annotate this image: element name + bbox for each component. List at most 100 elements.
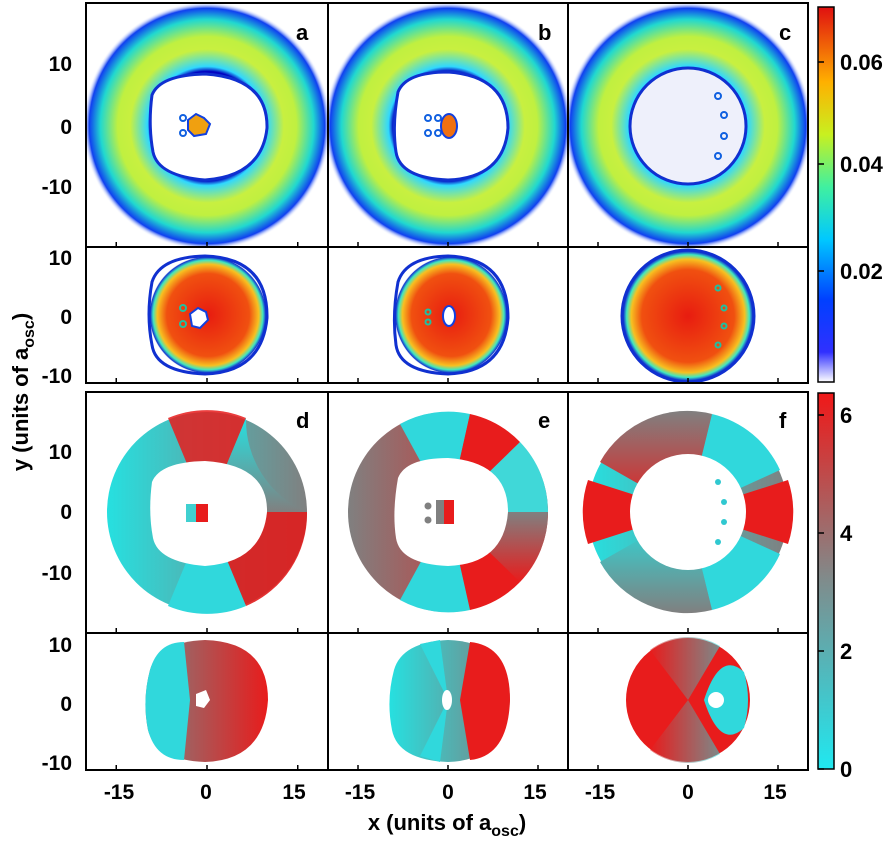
vortex [721,499,727,505]
panel-label-e: e [538,408,550,433]
vortex [424,502,432,510]
y-tick-label: 10 [49,441,72,464]
phase-core [186,504,196,522]
x-tick-label: -15 [104,781,135,804]
x-tick-label: 15 [763,781,787,804]
panel-label-d: d [296,408,309,433]
density-core-cloud [147,254,269,376]
y-tick-label: 10 [49,53,72,76]
vortex [721,519,727,525]
panel-label-b: b [538,20,551,45]
panel-c-density-core [620,248,756,383]
x-tick-label: -15 [345,781,376,804]
y-axis-title-sub: osc [21,320,38,348]
x-tick-label: 0 [200,781,212,804]
vortex [720,132,728,140]
phase-sector [460,642,510,760]
colorbar-phase-tick-label: 2 [840,639,852,664]
phase-sector [420,700,448,762]
panel-label-f: f [779,408,787,433]
panel-label-c: c [779,20,791,45]
colorbar-density [817,6,835,383]
phase-sector [168,410,246,512]
vortex [424,308,432,316]
y-tick-label: -10 [42,752,72,775]
x-tick-label: 15 [282,781,306,804]
x-tick-label: 15 [523,781,547,804]
panel-b-density [328,3,568,247]
colorbar-density-tick-label: 0.02 [840,259,883,284]
phase-sector [650,637,720,700]
phase-sector [420,640,448,700]
y-tick-labels: 10 0 -10 10 0 -10 10 0 -10 10 0 -10 [42,53,72,775]
density-core [440,113,458,139]
panel-e-phase [348,411,549,613]
vortex [179,320,187,328]
vortex [424,114,432,122]
vortex [714,341,722,349]
vortex [424,516,432,524]
colorbar-phase-tick-label: 0 [840,757,852,782]
y-tick-label: -10 [42,562,72,585]
panel-label-a: a [296,20,309,45]
colorbar-phase-ticks: 6 4 2 0 [818,403,853,782]
vortex [434,129,442,137]
frame-phase-bottom [85,632,809,771]
y-axis-title-main: y (units of a [8,347,33,471]
vortex [434,114,442,122]
phase-hole [196,690,210,708]
vortex [424,318,432,326]
panel-f-phase-core [626,637,750,763]
density-hole [442,305,456,327]
vortex [720,304,728,312]
x-tick-label: 0 [442,781,454,804]
density-core-cloud [620,248,756,383]
colorbar-density-tick-label: 0.06 [840,50,883,75]
y-tick-label: -10 [42,365,72,388]
vortex [179,114,187,122]
axis-tick-marks [115,242,779,770]
phase-hole [630,454,746,570]
x-tick-label: -15 [585,781,616,804]
x-axis-title-close: ) [519,810,526,835]
panel-a-density [86,3,328,247]
panel-d-phase [107,410,308,614]
y-tick-label: 0 [60,501,72,524]
y-tick-label: 0 [60,693,72,716]
x-tick-label: 0 [682,781,694,804]
phase-sector [704,665,748,735]
vortex [714,92,722,100]
colorbar-phase-tick-label: 4 [840,521,853,546]
frame-density-bottom [85,246,809,384]
vortex [424,129,432,137]
density-core [187,112,212,138]
colorbar-phase-tick-label: 6 [840,403,852,428]
vortex [714,284,722,292]
y-tick-label: 10 [49,247,72,270]
phase-sector [145,642,190,760]
panel-e-phase-core [389,640,510,762]
vortex [720,322,728,330]
phase-hole [708,692,724,708]
colorbar-phase [817,392,835,770]
y-tick-label: -10 [42,176,72,199]
x-axis-title-main: x (units of a [368,810,492,835]
x-axis-title-sub: osc [491,823,519,840]
vortex [715,539,721,545]
density-hole [188,306,210,330]
y-tick-label: 10 [49,634,72,657]
panel-d-phase-core [145,640,268,762]
vortex [179,129,187,137]
vortex [720,111,728,119]
vortex [715,479,721,485]
vortex [714,152,722,160]
phase-hole [150,461,268,566]
y-axis-title-close: ) [8,313,33,320]
colorbar-density-tick-label: 0.04 [840,152,884,177]
colorbar-density-ticks: 0.06 0.04 0.02 [818,50,884,284]
y-axis-title: y (units of aosc) [8,313,38,471]
phase-core [196,504,208,522]
panel-b-density-core [392,254,510,376]
y-tick-label: 0 [60,306,72,329]
